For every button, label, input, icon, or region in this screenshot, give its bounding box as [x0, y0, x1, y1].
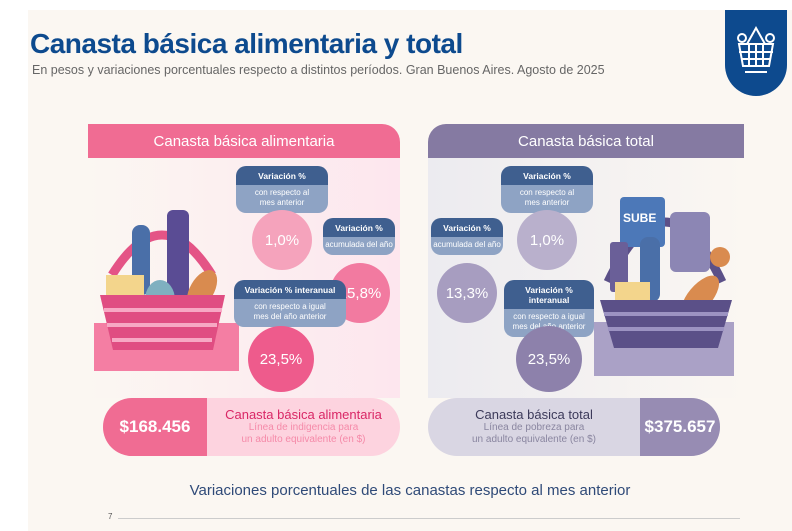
cba-yoy-tag: Variación % interanual con respecto a ig…: [234, 280, 346, 327]
tag-title: Variación %: [431, 218, 503, 237]
tag-title: Variación %: [236, 166, 328, 185]
total-basket-illustration: SUBE: [594, 197, 734, 376]
cbt-amount: $375.657: [640, 398, 720, 456]
cba-amount-pill: $168.456 Canasta básica alimentaria Líne…: [103, 398, 400, 456]
gridline: [118, 518, 740, 519]
cba-header: Canasta básica alimentaria: [88, 124, 400, 158]
page-subtitle: En pesos y variaciones porcentuales resp…: [32, 63, 605, 77]
cba-amount-desc: Canasta básica alimentaria Línea de indi…: [207, 398, 400, 456]
tag-sub: con respecto al mes anterior: [501, 185, 593, 213]
page-title: Canasta básica alimentaria y total: [30, 28, 463, 59]
tag-title: Variación % interanual: [234, 280, 346, 299]
section-title: Variaciones porcentuales de las canastas…: [189, 482, 631, 499]
cbt-amount-desc: Canasta básica total Línea de pobreza pa…: [428, 398, 640, 456]
cba-yoy-value: 23,5%: [248, 326, 314, 392]
sube-card-text: SUBE: [623, 211, 656, 225]
cba-amount-label: Canasta básica alimentaria: [225, 406, 382, 422]
cbt-header: Canasta básica total: [428, 124, 744, 158]
tag-sub: acumulada del año: [323, 237, 395, 255]
desc-line: Línea de pobreza para: [483, 421, 585, 433]
cbt-yoy-value: 23,5%: [516, 326, 582, 392]
cbt-amount-label: Canasta básica total: [475, 406, 593, 422]
y-axis-tick: 7: [108, 512, 113, 521]
cba-ytd-tag: Variación % acumulada del año: [323, 218, 395, 255]
cba-monthly-value: 1,0%: [252, 210, 312, 270]
desc-line: un adulto equivalente (en $): [472, 433, 596, 445]
basket-badge: [725, 10, 787, 96]
basket-icon: [737, 25, 775, 73]
cbt-monthly-tag: Variación % con respecto al mes anterior: [501, 166, 593, 213]
cbt-ytd-value: 13,3%: [437, 263, 497, 323]
desc-line: Línea de indigencia para: [248, 421, 359, 433]
tag-title: Variación % interanual: [504, 280, 594, 309]
tag-title: Variación %: [501, 166, 593, 185]
tag-sub: acumulada del año: [431, 237, 503, 255]
cbt-monthly-value: 1,0%: [517, 210, 577, 270]
tag-title: Variación %: [323, 218, 395, 237]
cba-amount: $168.456: [103, 398, 207, 456]
cbt-ytd-tag: Variación % acumulada del año: [431, 218, 503, 255]
food-basket-illustration: [94, 210, 239, 371]
cbt-amount-pill: Canasta básica total Línea de pobreza pa…: [428, 398, 720, 456]
cba-monthly-tag: Variación % con respecto al mes anterior: [236, 166, 328, 213]
desc-line: un adulto equivalente (en $): [241, 433, 366, 445]
tag-sub: con respecto al mes anterior: [236, 185, 328, 213]
